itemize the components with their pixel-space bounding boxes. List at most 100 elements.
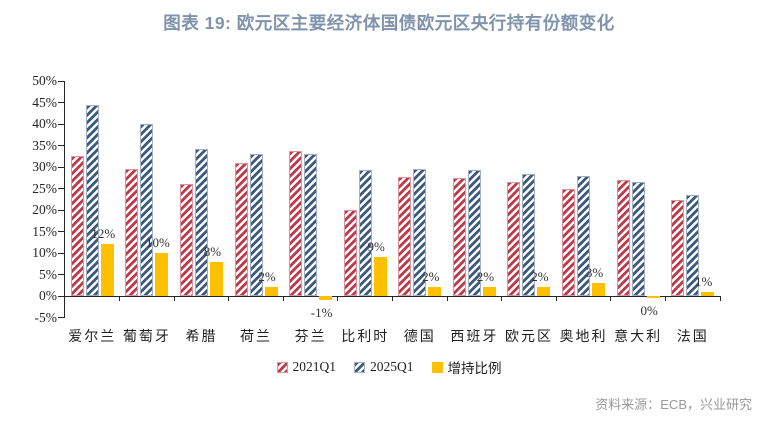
bar-2021Q1-德国 [398,177,412,296]
bar-2025Q1-荷兰 [249,154,263,296]
data-label-西班牙: 2% [476,269,495,285]
bar-2021Q1-葡萄牙 [125,168,139,296]
bar-增持比例-法国 [701,291,715,296]
x-axis-tick [392,296,393,301]
y-axis-tick [58,145,64,146]
bar-增持比例-荷兰 [264,287,278,296]
bar-增持比例-希腊 [209,261,223,296]
bar-2025Q1-奥地利 [577,175,591,296]
data-label-芬兰: -1% [310,305,333,321]
category-label-法国: 法国 [676,330,709,345]
legend-label-2025q1: 2025Q1 [370,359,414,374]
y-axis-tick-label: 45% [32,94,57,110]
bar-增持比例-芬兰 [319,296,333,301]
y-axis-tick [58,295,64,297]
x-axis-tick [337,296,339,301]
bar-增持比例-爱尔兰 [100,244,114,296]
bar-2025Q1-葡萄牙 [140,124,154,296]
x-axis-tick [173,296,175,301]
x-axis-tick [555,296,557,301]
source-note: 资料来源：ECB，兴业研究 [595,397,752,412]
data-label-希腊: 8% [203,243,222,259]
x-axis-tick [501,296,503,301]
bar-2021Q1-比利时 [343,209,357,296]
data-label-法国: 1% [695,273,713,289]
legend: 2021Q1 2025Q1 增持比例 [0,357,778,377]
x-axis-tick [228,296,230,301]
bar-2025Q1-欧元区 [522,174,536,296]
legend-item-2021q1: 2021Q1 [276,359,337,375]
y-axis-tick-label: -5% [34,309,58,325]
category-label-芬兰: 芬兰 [294,330,327,345]
bar-2021Q1-荷兰 [234,163,248,296]
y-axis-tick-label: 50% [32,73,57,88]
bar-增持比例-葡萄牙 [155,253,169,296]
legend-label-2021q1: 2021Q1 [292,359,337,374]
category-label-爱尔兰: 爱尔兰 [68,330,117,345]
category-label-比利时: 比利时 [341,330,390,345]
bar-2025Q1-爱尔兰 [85,105,99,296]
category-label-奥地利: 奥地利 [559,330,608,345]
x-axis-tick [719,296,721,301]
category-label-德国: 德国 [403,330,436,345]
category-label-欧元区: 欧元区 [504,330,553,345]
data-label-奥地利: 3% [585,265,604,281]
legend-item-increase-ratio: 增持比例 [431,357,502,377]
category-label-葡萄牙: 葡萄牙 [122,330,171,345]
data-label-荷兰: 2% [258,269,276,285]
bar-2025Q1-法国 [686,194,700,296]
x-axis-tick [119,296,121,301]
x-axis-tick [446,296,448,301]
bar-2021Q1-希腊 [179,184,193,296]
y-axis-tick [58,209,64,211]
bar-增持比例-欧元区 [537,287,551,296]
y-axis-tick [58,80,64,82]
y-axis-tick [58,252,64,254]
bar-2021Q1-爱尔兰 [70,156,84,296]
category-label-希腊: 希腊 [185,330,218,345]
legend-label-increase-ratio: 增持比例 [447,361,502,376]
y-axis-tick [58,188,64,189]
y-axis-tick [58,274,64,275]
data-label-欧元区: 2% [531,269,549,285]
x-axis-tick [664,296,666,301]
y-axis-tick-label: 30% [32,159,57,174]
bar-2021Q1-芬兰 [289,150,303,296]
bar-增持比例-比利时 [373,257,387,296]
bar-2025Q1-希腊 [194,148,208,296]
bar-2025Q1-西班牙 [467,169,481,296]
bar-增持比例-西班牙 [482,287,496,296]
legend-swatch-2021q1-icon [276,361,288,373]
y-axis-tick [58,123,64,125]
y-axis-tick-label: 40% [32,116,57,131]
y-axis-tick-label: 5% [39,266,57,282]
data-label-德国: 2% [422,269,440,285]
bar-2025Q1-比利时 [358,169,372,296]
data-label-比利时: 9% [367,239,385,255]
bar-增持比例-奥地利 [592,283,606,296]
bar-2025Q1-意大利 [631,182,645,296]
y-axis-tick-label: 20% [32,202,57,217]
bar-2025Q1-芬兰 [304,154,318,296]
bar-增持比例-德国 [428,287,442,296]
category-label-西班牙: 西班牙 [450,330,499,345]
y-axis-tick-label: 15% [32,223,57,239]
y-axis-tick [58,231,64,232]
data-label-意大利: 0% [640,302,658,318]
y-axis-tick-label: 35% [32,137,57,153]
x-axis-tick [282,296,284,301]
bar-2021Q1-西班牙 [452,178,466,296]
bar-2021Q1-法国 [671,199,685,296]
y-axis-tick [58,102,64,103]
data-label-葡萄牙: 10% [145,235,170,250]
bar-2025Q1-德国 [413,168,427,296]
bar-2021Q1-意大利 [616,180,630,296]
bar-增持比例-意大利 [646,296,660,298]
category-label-意大利: 意大利 [614,330,663,345]
legend-swatch-2025q1-icon [354,361,365,373]
y-axis-tick-label: 10% [32,245,57,260]
category-label-荷兰: 荷兰 [240,330,273,345]
y-axis-tick [58,317,64,318]
y-axis-tick [58,166,64,168]
